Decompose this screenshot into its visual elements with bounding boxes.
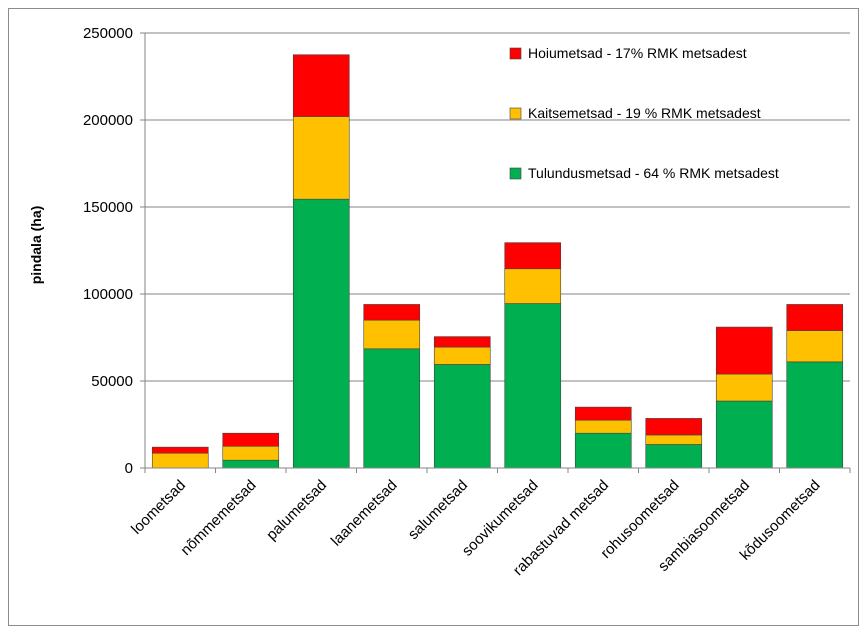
legend-swatch bbox=[509, 107, 522, 120]
bar-segment bbox=[574, 432, 632, 469]
x-tick-label: palumetsad bbox=[263, 477, 330, 544]
bar-segment bbox=[363, 348, 421, 469]
bar-segment bbox=[715, 326, 773, 375]
bar-segment bbox=[786, 304, 844, 331]
x-tick-label: nõmmemetsad bbox=[177, 477, 259, 559]
bar-segment bbox=[433, 336, 491, 348]
legend-label: Hoiumetsad - 17% RMK metsadest bbox=[528, 45, 747, 61]
bar-segment bbox=[433, 364, 491, 469]
bar-segment bbox=[574, 419, 632, 434]
legend-swatch bbox=[509, 47, 522, 60]
y-tick-label: 200000 bbox=[83, 112, 133, 129]
y-tick-labels: 0 50000 100000 150000 200000 250000 bbox=[83, 25, 133, 477]
bar-segment bbox=[433, 346, 491, 365]
chart-frame bbox=[8, 8, 859, 626]
bar-segment bbox=[504, 303, 562, 469]
y-axis-title: pindala (ha) bbox=[28, 206, 44, 285]
x-tick-label: salumetsad bbox=[405, 477, 471, 543]
bar-segment bbox=[504, 242, 562, 270]
axes bbox=[140, 32, 851, 473]
y-tick-label: 150000 bbox=[83, 199, 133, 216]
y-tick-label: 50000 bbox=[91, 373, 133, 390]
y-tick-label: 0 bbox=[125, 460, 133, 477]
bar-segment bbox=[222, 459, 280, 469]
bar-segment bbox=[645, 434, 703, 445]
bar-segment bbox=[363, 304, 421, 321]
legend-label: Tulundusmetsad - 64 % RMK metsadest bbox=[528, 165, 779, 181]
bar-segment bbox=[574, 406, 632, 421]
y-tick-label: 100000 bbox=[83, 286, 133, 303]
x-tick-label: laanemetsad bbox=[328, 477, 401, 550]
legend-swatch bbox=[509, 167, 522, 180]
bar-segment bbox=[715, 400, 773, 469]
bar-segment bbox=[292, 54, 350, 117]
bar-segment bbox=[222, 445, 280, 461]
legend: Hoiumetsad - 17% RMK metsadest Kaitsemets… bbox=[509, 45, 779, 181]
x-tick-label: loometsad bbox=[128, 477, 189, 538]
legend-label: Kaitsemetsad - 19 % RMK metsadest bbox=[528, 105, 761, 121]
bar-segment bbox=[151, 452, 209, 469]
bar-segment bbox=[222, 432, 280, 447]
bar-segment bbox=[786, 330, 844, 363]
bar-segment bbox=[786, 361, 844, 469]
bar-segment bbox=[292, 116, 350, 200]
bar-segment bbox=[715, 373, 773, 402]
y-tick-label: 250000 bbox=[83, 25, 133, 42]
bar-segment bbox=[151, 446, 209, 454]
bar-segment bbox=[292, 198, 350, 469]
bar-segment bbox=[504, 268, 562, 304]
bar-segment bbox=[645, 418, 703, 436]
bars bbox=[151, 54, 844, 469]
bar-segment bbox=[363, 319, 421, 350]
bar-segment bbox=[645, 444, 703, 469]
